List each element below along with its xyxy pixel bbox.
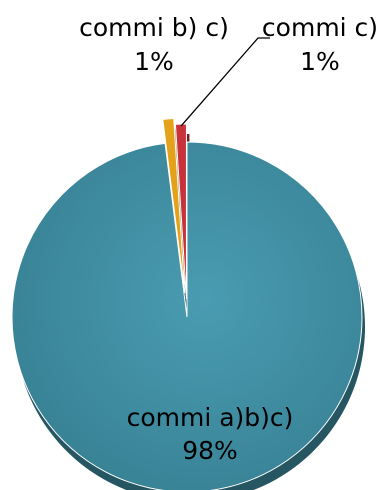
data-labels: commi a)b)c) 98% commi b) c) 1% commi c)… bbox=[79, 13, 378, 465]
slices bbox=[11, 117, 363, 490]
slice-0 bbox=[11, 141, 363, 490]
slice-2 bbox=[174, 123, 187, 300]
label-category-1: commi b) c) bbox=[79, 13, 229, 42]
slice-1 bbox=[162, 117, 186, 294]
label-value-1: 1% bbox=[134, 47, 174, 76]
label-category-0: commi a)b)c) bbox=[127, 403, 294, 432]
label-category-2: commi c) bbox=[262, 13, 378, 42]
label-value-0: 98% bbox=[182, 436, 238, 465]
label-value-2: 1% bbox=[300, 47, 340, 76]
leader-line-2 bbox=[180, 37, 270, 127]
leader-lines bbox=[180, 37, 270, 127]
